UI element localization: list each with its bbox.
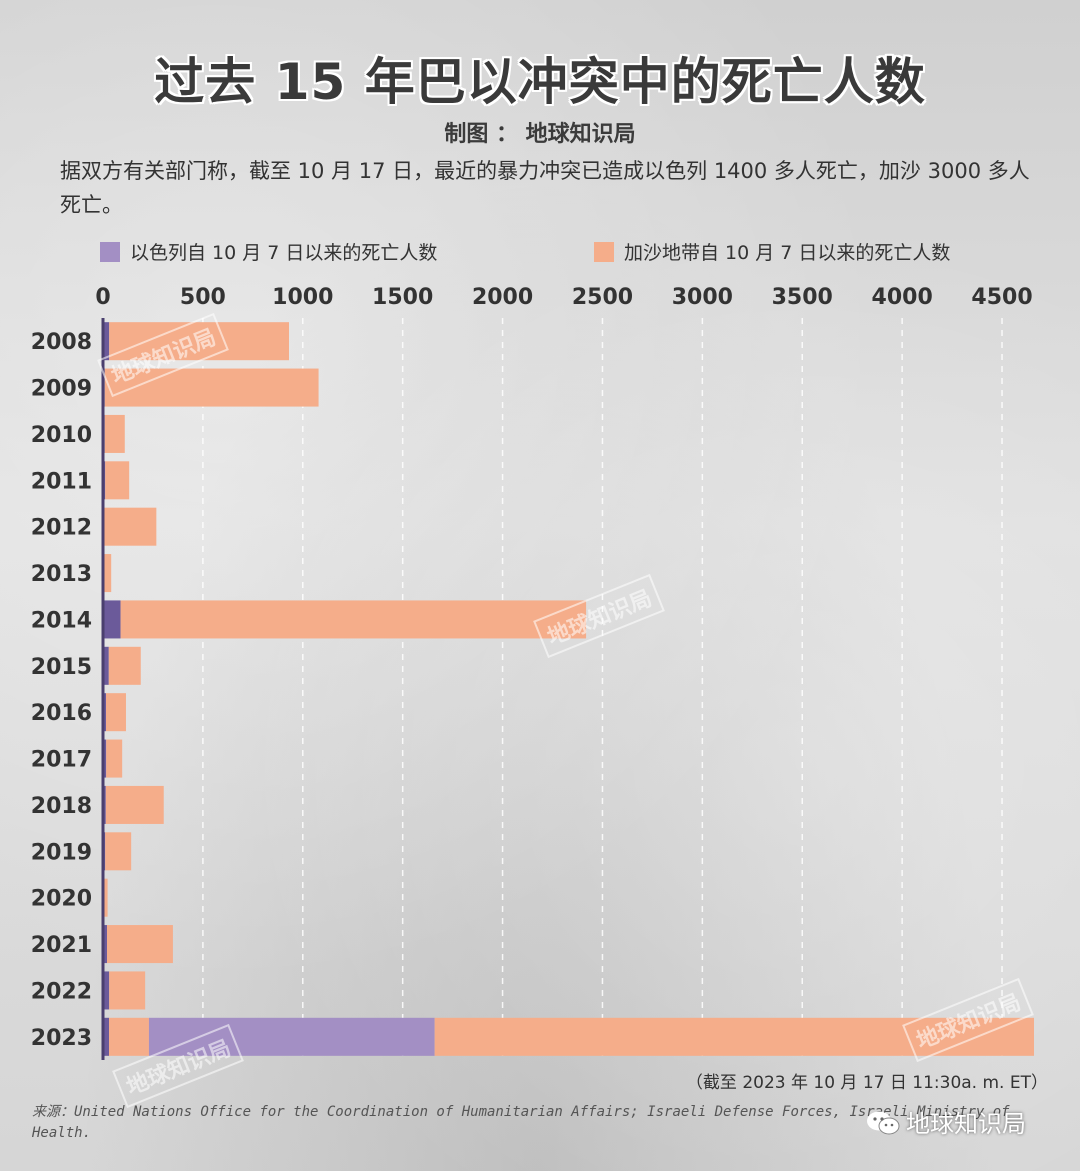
bar-segment-2 [109, 971, 146, 1010]
x-tick-label: 500 [180, 285, 226, 310]
y-category-label: 2009 [31, 377, 92, 402]
y-category-label: 2013 [31, 562, 92, 587]
chart-title: 过去 15 年巴以冲突中的死亡人数 [154, 53, 926, 111]
y-category-label: 2018 [31, 794, 92, 819]
bar-segment-1 [103, 1017, 109, 1056]
bar-segment-2 [108, 646, 141, 685]
bar-segment-2 [104, 554, 112, 593]
bar-segment-1 [103, 600, 121, 639]
bar-segment-2 [103, 878, 108, 917]
y-category-label: 2010 [31, 423, 92, 448]
y-category-label: 2015 [31, 655, 92, 680]
brand-logo: 地球知识局 [866, 1104, 1026, 1139]
wechat-icon [867, 1111, 900, 1135]
y-category-label: 2012 [31, 516, 92, 541]
y-category-label: 2008 [31, 330, 92, 355]
bar-segment-1 [103, 739, 107, 778]
legend-item-gaza: 加沙地带自 10 月 7 日以来的死亡人数 [594, 238, 950, 266]
bar-segment-2 [104, 414, 125, 453]
x-tick-label: 1000 [272, 285, 333, 310]
bar-segment-2 [108, 1017, 149, 1056]
legend-label-gaza: 加沙地带自 10 月 7 日以来的死亡人数 [624, 242, 951, 264]
chart-note: 据双方有关部门称，截至 10 月 17 日，最近的暴力冲突已造成以色列 1400… [60, 159, 1030, 217]
as-of-note: （截至 2023 年 10 月 17 日 11:30a. m. ET） [685, 1073, 1048, 1093]
bar-segment-2 [104, 507, 157, 546]
legend-swatch-gaza [594, 242, 614, 262]
x-tick-label: 0 [95, 285, 110, 310]
bar-segment-1 [103, 646, 109, 685]
y-category-label: 2022 [31, 979, 92, 1004]
legend-label-israel: 以色列自 10 月 7 日以来的死亡人数 [130, 242, 438, 264]
y-category-label: 2020 [31, 887, 92, 912]
bar-segment-3 [148, 1017, 435, 1056]
bar-segment-1 [103, 971, 110, 1010]
source-note: 来源：United Nations Office for the Coordin… [32, 1104, 1010, 1141]
bar-segment-2 [105, 693, 126, 732]
legend-swatch-israel [100, 242, 120, 262]
legend-item-israel: 以色列自 10 月 7 日以来的死亡人数 [100, 238, 437, 266]
y-category-label: 2011 [31, 469, 92, 494]
chart-credit: 制图 ： 地球知识局 [444, 122, 636, 147]
brand-name: 地球知识局 [906, 1110, 1026, 1138]
y-category-label: 2014 [31, 608, 92, 633]
bar-segment-2 [105, 461, 130, 500]
y-category-label: 2016 [31, 701, 92, 726]
bar-segment-1 [103, 925, 107, 964]
bar-segment-1 [103, 322, 110, 361]
x-tick-label: 3000 [672, 285, 733, 310]
x-tick-label: 4000 [872, 285, 933, 310]
x-tick-label: 1500 [372, 285, 433, 310]
x-tick-label: 2500 [572, 285, 633, 310]
bar-segment-2 [105, 785, 164, 824]
y-category-label: 2017 [31, 748, 92, 773]
x-tick-label: 2000 [472, 285, 533, 310]
bar-segment-2 [106, 739, 123, 778]
bar-segment-2 [105, 832, 132, 871]
x-tick-label: 3500 [772, 285, 833, 310]
bar-segment-2 [109, 322, 289, 361]
bar-segment-2 [104, 368, 319, 407]
y-category-label: 2019 [31, 840, 92, 865]
y-category-label: 2023 [31, 1026, 92, 1051]
bar-segment-2 [106, 925, 173, 964]
bar-segment-2 [120, 600, 587, 639]
bar-segment-4 [434, 1017, 1034, 1056]
x-tick-label: 4500 [971, 285, 1032, 310]
y-category-label: 2021 [31, 933, 92, 958]
